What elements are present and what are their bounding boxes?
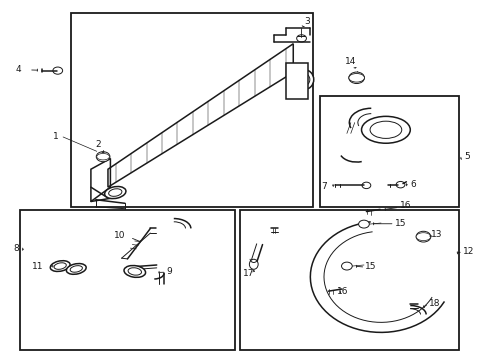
- Text: 8: 8: [13, 244, 19, 253]
- Circle shape: [358, 220, 368, 228]
- Text: 10: 10: [114, 231, 125, 240]
- Ellipse shape: [348, 73, 364, 82]
- Text: 17: 17: [242, 269, 254, 278]
- Ellipse shape: [361, 116, 409, 143]
- Ellipse shape: [128, 268, 141, 275]
- Ellipse shape: [97, 153, 109, 160]
- Bar: [71, 13, 312, 207]
- Ellipse shape: [249, 259, 258, 269]
- Ellipse shape: [415, 233, 430, 240]
- Ellipse shape: [124, 266, 145, 277]
- Text: 15: 15: [365, 262, 376, 271]
- Bar: [239, 211, 458, 350]
- Ellipse shape: [54, 263, 66, 269]
- Bar: [285, 63, 307, 99]
- Text: 11: 11: [32, 262, 44, 271]
- Bar: [20, 211, 234, 350]
- Text: 3: 3: [304, 17, 309, 26]
- Ellipse shape: [299, 74, 309, 86]
- Ellipse shape: [369, 121, 401, 138]
- Text: 6: 6: [409, 180, 415, 189]
- Text: 13: 13: [430, 230, 441, 239]
- Circle shape: [348, 72, 364, 84]
- Text: 16: 16: [399, 201, 410, 210]
- Circle shape: [341, 262, 351, 270]
- Text: 18: 18: [428, 298, 439, 307]
- Text: 7: 7: [321, 182, 326, 191]
- Ellipse shape: [104, 186, 126, 199]
- Text: 16: 16: [336, 287, 348, 296]
- Ellipse shape: [70, 266, 82, 272]
- Text: 12: 12: [462, 247, 473, 256]
- Ellipse shape: [50, 261, 70, 271]
- Ellipse shape: [108, 189, 122, 196]
- Ellipse shape: [295, 70, 313, 89]
- Circle shape: [415, 231, 430, 242]
- Text: 15: 15: [394, 219, 406, 228]
- Bar: [320, 96, 458, 207]
- Text: 2: 2: [96, 140, 101, 149]
- Text: 1: 1: [53, 132, 59, 141]
- Text: 4: 4: [15, 65, 21, 74]
- Ellipse shape: [66, 264, 86, 274]
- Text: 9: 9: [166, 267, 172, 276]
- Text: 14: 14: [345, 57, 356, 66]
- Circle shape: [96, 152, 110, 162]
- Text: 5: 5: [463, 152, 468, 161]
